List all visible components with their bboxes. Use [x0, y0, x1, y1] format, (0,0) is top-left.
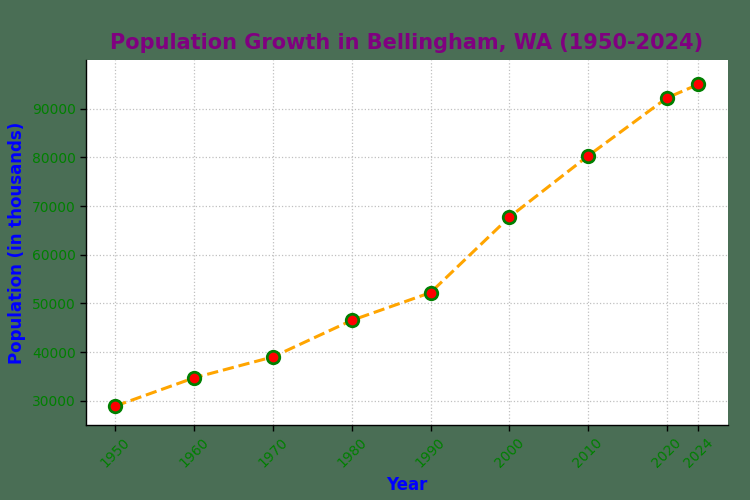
Title: Population Growth in Bellingham, WA (1950-2024): Population Growth in Bellingham, WA (195…	[110, 33, 704, 53]
X-axis label: Year: Year	[386, 476, 427, 494]
Y-axis label: Population (in thousands): Population (in thousands)	[8, 122, 26, 364]
